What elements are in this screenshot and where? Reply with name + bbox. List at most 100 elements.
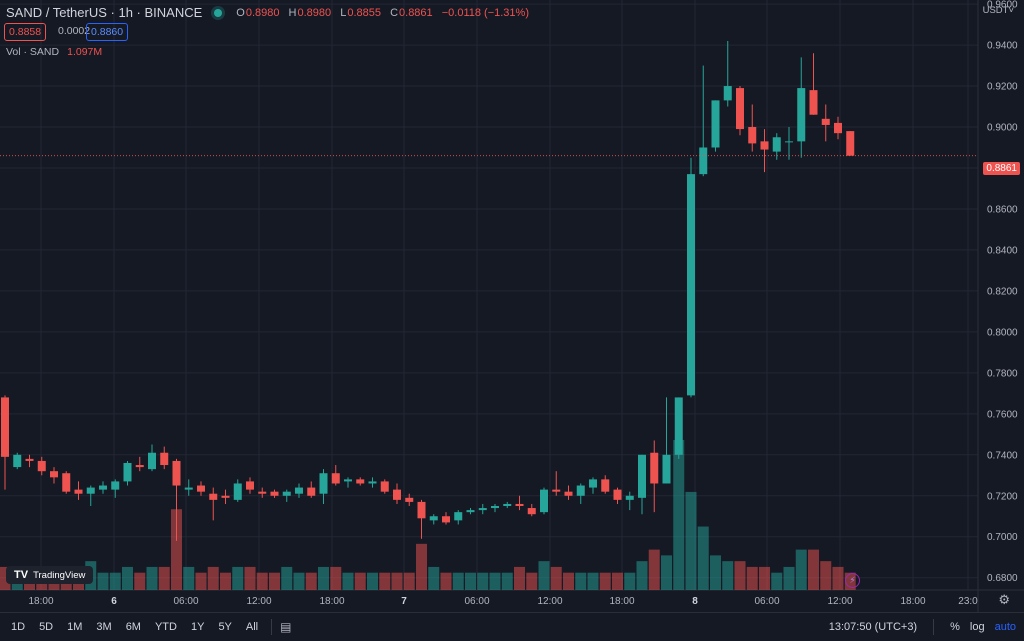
- volume-bar: [563, 572, 574, 590]
- volume-bar: [269, 572, 280, 590]
- range-button-3m[interactable]: 3M: [96, 621, 112, 633]
- calendar-icon[interactable]: ▤: [280, 620, 292, 634]
- range-button-6m[interactable]: 6M: [125, 621, 141, 633]
- sell-price-box[interactable]: 0.8858: [4, 23, 47, 41]
- volume-bar: [109, 572, 121, 590]
- volume-bar: [526, 572, 538, 590]
- auto-toggle[interactable]: auto: [994, 621, 1016, 633]
- volume-bar: [722, 561, 734, 590]
- volume-value: 1.097M: [67, 46, 103, 58]
- volume-bar: [636, 561, 648, 590]
- volume-bar: [134, 572, 146, 590]
- candle-body: [748, 127, 757, 144]
- candle-body: [258, 491, 267, 494]
- candle-body: [99, 485, 107, 490]
- range-button-1m[interactable]: 1M: [67, 621, 83, 633]
- candlestick-chart[interactable]: 0.96000.94000.92000.90000.88000.86000.84…: [0, 0, 1024, 612]
- volume-bar: [354, 572, 366, 590]
- volume-bar: [489, 572, 501, 590]
- range-button-5y[interactable]: 5Y: [218, 621, 232, 633]
- range-button-5d[interactable]: 5D: [39, 621, 54, 633]
- range-button-1d[interactable]: 1D: [11, 621, 26, 633]
- volume-bar: [428, 566, 440, 590]
- range-button-all[interactable]: All: [245, 621, 259, 633]
- volume-legend: Vol · SAND 1.097M: [6, 46, 102, 58]
- candle-body: [368, 481, 377, 484]
- volume-bar: [330, 566, 342, 590]
- volume-bar: [746, 566, 758, 590]
- volume-bar: [293, 572, 305, 590]
- candle-body: [674, 397, 683, 455]
- divider: [933, 619, 935, 635]
- volume-bar: [416, 543, 427, 590]
- candle-body: [736, 88, 744, 130]
- logo-text: TradingView: [33, 569, 86, 581]
- candle-body: [295, 487, 303, 494]
- candle-body: [846, 131, 855, 156]
- log-toggle[interactable]: log: [969, 621, 985, 633]
- candle-body: [123, 462, 132, 482]
- candle-body: [74, 489, 83, 494]
- x-tick-label: 8: [692, 596, 698, 607]
- candle-body: [13, 454, 22, 468]
- buy-price-box[interactable]: 0.8860: [86, 23, 129, 41]
- candle-body: [638, 454, 646, 498]
- candle-body: [785, 141, 793, 143]
- lightning-icon[interactable]: ⚡: [845, 573, 860, 588]
- candle-body: [37, 460, 46, 472]
- x-tick-label: 23:0: [958, 596, 978, 607]
- candle-body: [307, 487, 316, 496]
- candles: [1, 40, 855, 541]
- candle-body: [197, 485, 205, 492]
- range-button-ytd[interactable]: YTD: [154, 621, 177, 633]
- volume-bar: [318, 566, 329, 590]
- y-tick-label: 0.8200: [987, 286, 1018, 297]
- x-tick-label: 12:00: [827, 596, 852, 607]
- candle-body: [797, 88, 806, 142]
- candle-body: [417, 501, 426, 519]
- candle-body: [478, 508, 487, 511]
- volume-bar: [256, 572, 268, 590]
- percent-toggle[interactable]: %: [950, 621, 960, 633]
- volume-bar: [710, 555, 721, 590]
- y-tick-label: 0.7000: [987, 532, 1018, 543]
- y-tick-label: 0.8400: [987, 245, 1018, 256]
- volume-bar: [232, 566, 244, 590]
- candle-body: [331, 473, 340, 484]
- volume-bar: [195, 572, 207, 590]
- candle-body: [466, 510, 475, 513]
- high-value: 0.8980: [297, 6, 332, 19]
- clock[interactable]: 13:07:50 (UTC+3): [828, 621, 918, 633]
- range-button-1y[interactable]: 1Y: [190, 621, 205, 633]
- volume-bar: [808, 549, 819, 590]
- candle-body: [552, 489, 561, 492]
- tv-logo-icon: TV: [14, 569, 29, 581]
- volume-bar: [122, 566, 133, 590]
- volume-bar: [599, 572, 611, 590]
- high-label: H: [288, 6, 297, 19]
- tradingview-logo[interactable]: TV TradingView: [6, 566, 94, 584]
- candle-body: [834, 122, 842, 134]
- symbol-title[interactable]: SAND / TetherUS · 1h · BINANCE: [6, 5, 203, 20]
- x-tick-label: 18:00: [609, 596, 634, 607]
- volume-bar: [501, 572, 513, 590]
- price-axis[interactable]: 0.96000.94000.92000.90000.88000.86000.84…: [987, 0, 1018, 584]
- x-tick-label: 18:00: [900, 596, 925, 607]
- volume-bar: [697, 526, 709, 590]
- volume-bar: [244, 566, 256, 590]
- volume-bar: [795, 549, 807, 590]
- volume-bar: [734, 561, 746, 590]
- y-tick-label: 0.9000: [987, 123, 1018, 134]
- ohlc-values: O0.8980 H0.8980 L0.8855 C0.8861 −0.0118 …: [236, 7, 535, 19]
- market-status-icon: [214, 8, 223, 17]
- candle-body: [723, 86, 732, 101]
- currency-select[interactable]: USDT˅: [982, 5, 1014, 16]
- volume-bar: [648, 549, 660, 590]
- time-axis[interactable]: 18:00 6 06:00 12:00 18:00 7 06:00 12:00 18:00 8 06…: [28, 596, 978, 607]
- settings-gear-icon[interactable]: ⚙: [998, 592, 1010, 607]
- candle-body: [148, 452, 156, 470]
- candle-body: [221, 495, 230, 498]
- y-tick-label: 0.8000: [987, 327, 1018, 338]
- spread-value: 0.0002: [58, 25, 91, 37]
- volume-bar: [305, 572, 317, 590]
